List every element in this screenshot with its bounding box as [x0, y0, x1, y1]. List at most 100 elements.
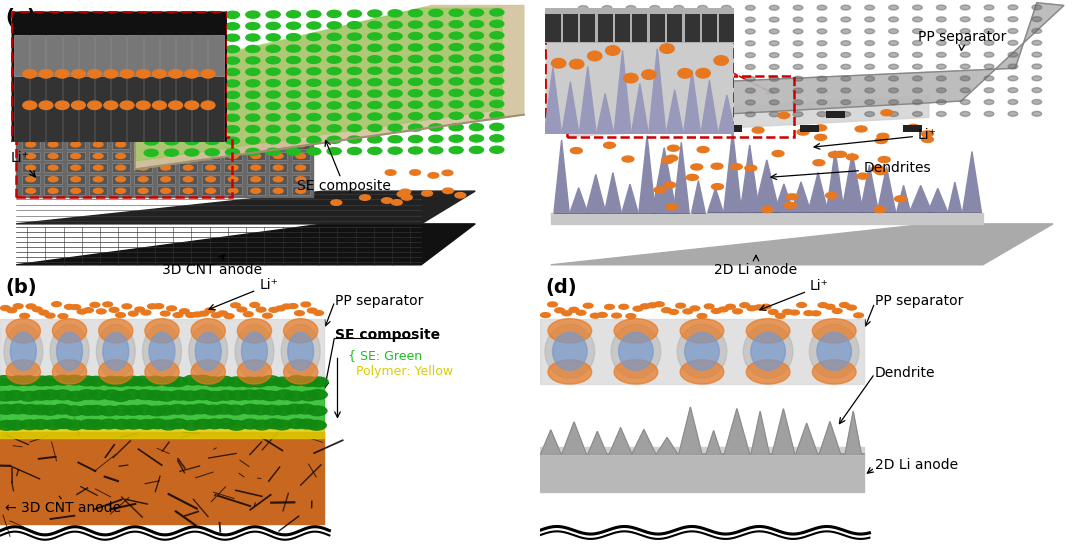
Circle shape — [26, 188, 36, 193]
Text: (a): (a) — [5, 8, 37, 27]
Bar — [111, 74, 126, 142]
Circle shape — [286, 136, 300, 144]
Circle shape — [266, 126, 280, 133]
Circle shape — [936, 100, 946, 105]
Circle shape — [429, 112, 443, 120]
Circle shape — [152, 101, 166, 109]
Circle shape — [249, 302, 259, 307]
Text: (d): (d) — [545, 278, 577, 298]
Circle shape — [676, 303, 686, 308]
Polygon shape — [562, 422, 586, 454]
Circle shape — [579, 5, 589, 10]
Circle shape — [145, 12, 159, 19]
Ellipse shape — [281, 324, 320, 378]
Circle shape — [660, 44, 674, 54]
Circle shape — [1008, 5, 1017, 10]
Text: PP separator: PP separator — [875, 294, 963, 308]
Circle shape — [818, 52, 827, 57]
Bar — [63, 74, 78, 142]
Circle shape — [388, 90, 402, 97]
Circle shape — [960, 52, 970, 57]
Text: Dendrites: Dendrites — [771, 161, 932, 180]
Polygon shape — [609, 428, 632, 454]
Circle shape — [704, 304, 714, 309]
Circle shape — [296, 188, 306, 193]
Circle shape — [388, 147, 402, 154]
Ellipse shape — [242, 333, 268, 370]
Circle shape — [53, 376, 72, 385]
Circle shape — [138, 188, 148, 193]
Circle shape — [865, 5, 875, 10]
Circle shape — [164, 138, 178, 145]
Circle shape — [754, 305, 764, 310]
Circle shape — [894, 196, 906, 202]
Circle shape — [804, 311, 813, 316]
Text: Li⁺: Li⁺ — [210, 278, 278, 310]
Text: SE composite: SE composite — [297, 140, 391, 193]
Circle shape — [913, 111, 922, 116]
Circle shape — [921, 131, 933, 137]
Bar — [95, 34, 110, 76]
Circle shape — [889, 88, 899, 93]
Circle shape — [274, 390, 294, 400]
Polygon shape — [691, 181, 705, 212]
Polygon shape — [928, 188, 947, 212]
Bar — [111, 140, 130, 149]
Circle shape — [145, 92, 159, 99]
Circle shape — [936, 88, 946, 93]
Ellipse shape — [143, 324, 181, 378]
Circle shape — [1032, 111, 1041, 116]
Circle shape — [348, 22, 362, 29]
Ellipse shape — [816, 333, 851, 370]
Bar — [67, 175, 85, 183]
Circle shape — [797, 302, 807, 307]
Circle shape — [626, 76, 636, 81]
Polygon shape — [674, 143, 689, 212]
Circle shape — [164, 12, 178, 19]
Bar — [202, 152, 220, 161]
Bar — [292, 175, 310, 183]
Circle shape — [818, 112, 827, 117]
Circle shape — [78, 390, 97, 400]
Circle shape — [913, 88, 922, 93]
Circle shape — [984, 88, 994, 93]
Circle shape — [698, 64, 707, 69]
Circle shape — [205, 46, 219, 53]
Circle shape — [408, 21, 422, 28]
Circle shape — [562, 311, 571, 316]
Circle shape — [269, 307, 279, 312]
Circle shape — [327, 91, 341, 98]
Circle shape — [889, 64, 899, 69]
Bar — [157, 186, 175, 195]
Circle shape — [674, 29, 684, 34]
Circle shape — [1032, 28, 1041, 33]
Circle shape — [138, 153, 148, 158]
Circle shape — [226, 91, 240, 98]
Polygon shape — [615, 50, 631, 134]
Circle shape — [1008, 76, 1017, 81]
Polygon shape — [567, 96, 929, 136]
Ellipse shape — [743, 324, 793, 378]
Circle shape — [216, 419, 235, 429]
Circle shape — [591, 313, 600, 318]
Circle shape — [388, 56, 402, 63]
Circle shape — [841, 88, 851, 93]
Circle shape — [228, 188, 238, 193]
Polygon shape — [652, 147, 676, 212]
Bar — [176, 34, 191, 76]
Circle shape — [960, 64, 970, 69]
Circle shape — [67, 391, 86, 401]
Circle shape — [185, 57, 199, 64]
Bar — [208, 74, 224, 142]
Circle shape — [205, 126, 219, 133]
Circle shape — [251, 153, 260, 158]
Circle shape — [287, 419, 307, 429]
Circle shape — [273, 142, 283, 147]
Circle shape — [19, 420, 39, 430]
Polygon shape — [562, 82, 579, 134]
Circle shape — [164, 35, 178, 42]
Ellipse shape — [50, 324, 89, 378]
Circle shape — [721, 41, 731, 46]
Circle shape — [184, 375, 203, 385]
Circle shape — [218, 311, 228, 316]
